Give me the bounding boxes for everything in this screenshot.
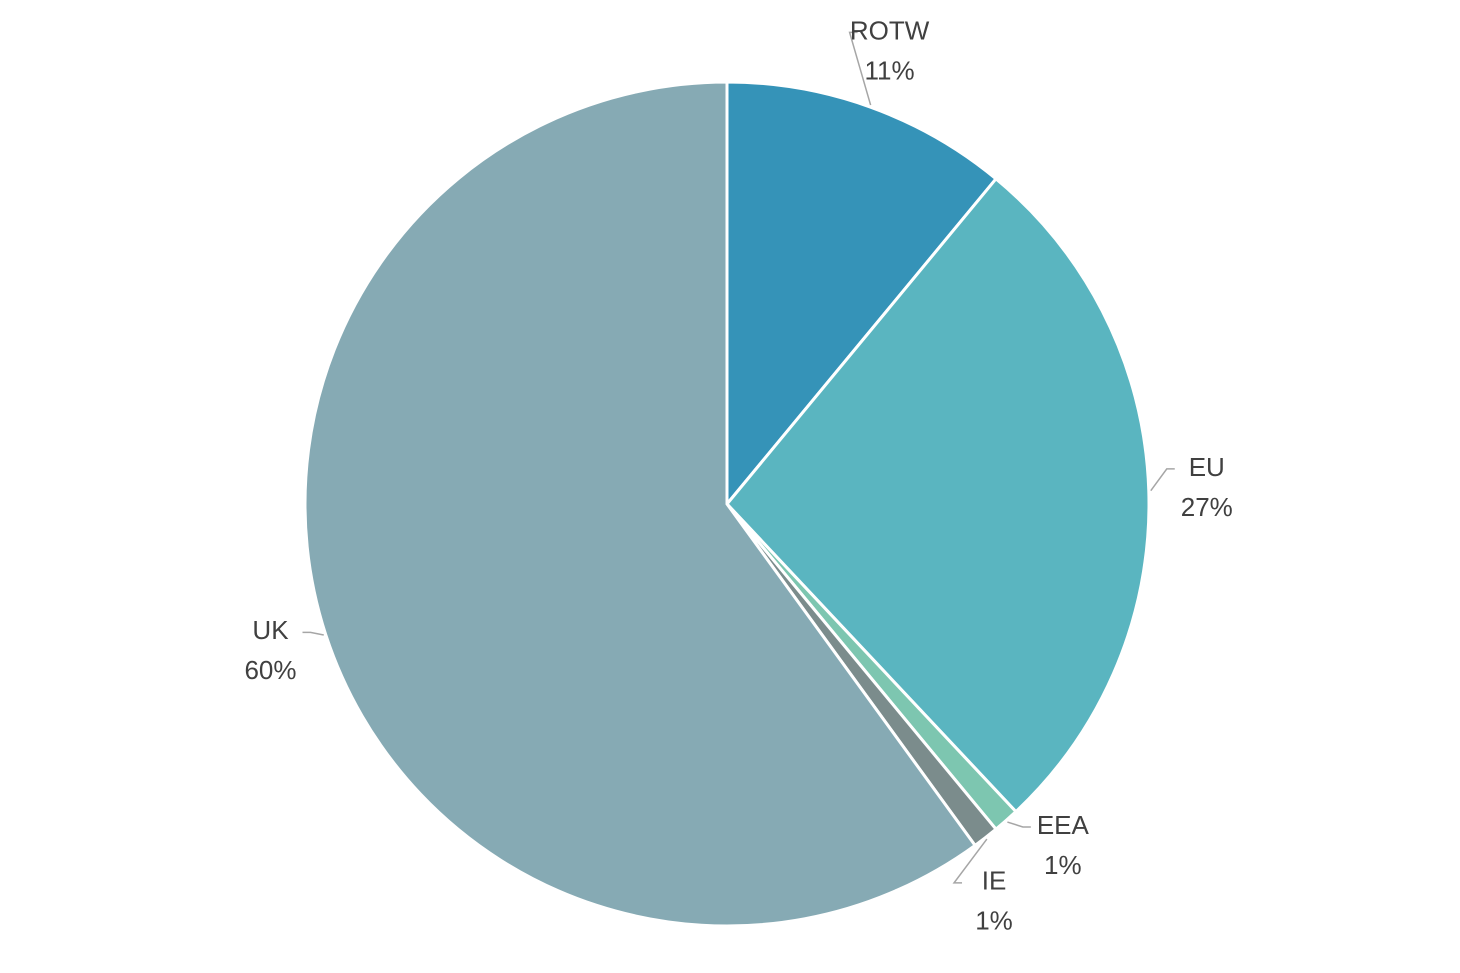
pie-slice	[303, 80, 978, 928]
leader-line	[848, 31, 872, 106]
pie-slice	[725, 80, 999, 509]
value-label: 60%	[244, 655, 296, 685]
leader-line	[952, 838, 988, 884]
leader-line	[1150, 468, 1175, 492]
leader-line	[1007, 821, 1031, 828]
category-label: EU	[1189, 452, 1225, 482]
category-label: IE	[982, 866, 1007, 896]
pie-slice	[725, 176, 1151, 814]
category-label: ROTW	[850, 15, 930, 45]
category-label: EEA	[1037, 810, 1090, 840]
value-label: 1%	[975, 906, 1013, 936]
value-label: 1%	[1044, 850, 1082, 880]
category-label: UK	[252, 615, 289, 645]
value-label: 27%	[1181, 492, 1233, 522]
value-label: 11%	[865, 55, 915, 85]
leader-line	[302, 631, 324, 636]
